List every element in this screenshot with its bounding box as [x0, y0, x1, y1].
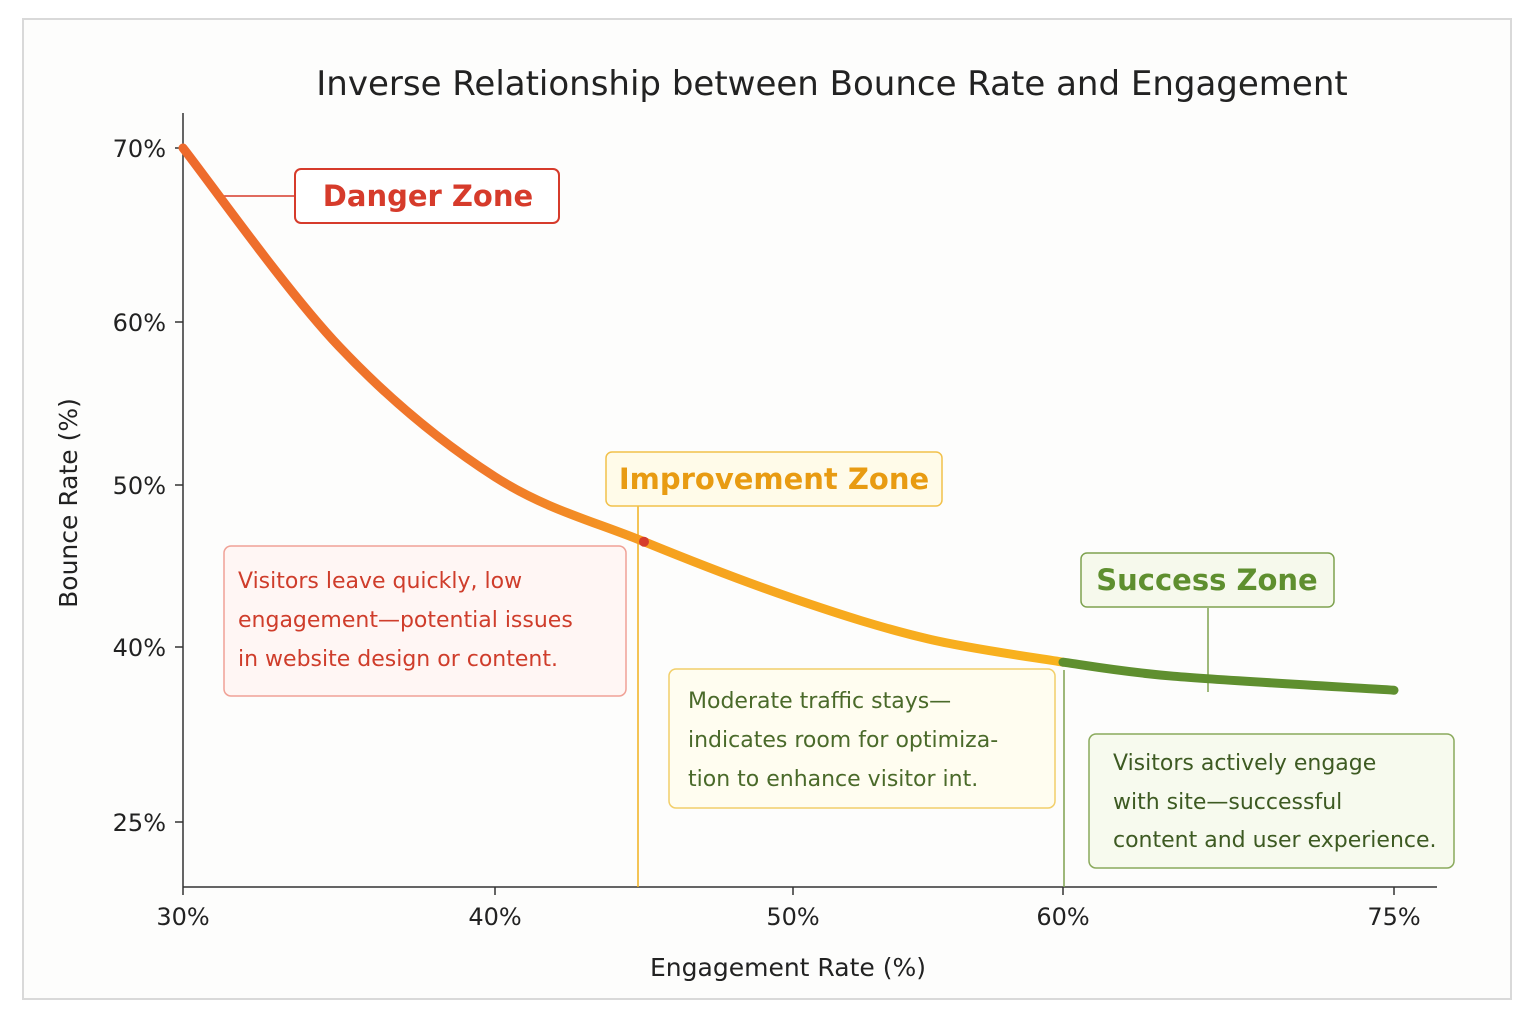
danger-note-line-2: engagement—potential issues: [238, 608, 573, 633]
x-tick-label: 75%: [1367, 903, 1420, 931]
success-zone-title: Success Zone: [1096, 563, 1317, 597]
danger-zone-title: Danger Zone: [323, 179, 533, 213]
x-tick-label: 40%: [468, 903, 521, 931]
improvement-zone-label: Improvement Zone: [605, 451, 943, 507]
x-ticks: 30% 40% 50% 60% 75%: [156, 887, 1421, 931]
y-tick-label: 70%: [113, 135, 166, 163]
y-tick-label: 50%: [113, 472, 166, 500]
series-line-danger-improvement: [178, 143, 1068, 667]
improvement-note-line-1: Moderate traffic stays—: [688, 689, 951, 714]
series-line-success: [1058, 657, 1399, 695]
x-tick-label: 30%: [156, 903, 209, 931]
success-note-line-2: with site—successful: [1113, 790, 1342, 815]
danger-zone-label: Danger Zone: [294, 168, 560, 224]
success-note-line-1: Visitors actively engage: [1113, 751, 1376, 776]
y-tick-label: 60%: [113, 309, 166, 337]
y-ticks: 25% 40% 50% 60% 70%: [113, 135, 183, 837]
danger-zone-note: Visitors leave quickly, low engagement—p…: [223, 545, 627, 697]
x-tick-label: 60%: [1036, 903, 1089, 931]
y-tick-label: 40%: [113, 634, 166, 662]
improvement-note-line-2: indicates room for optimiza-: [688, 728, 998, 753]
improvement-zone-title: Improvement Zone: [619, 462, 929, 496]
chart-title: Inverse Relationship between Bounce Rate…: [316, 64, 1347, 104]
success-note-line-3: content and user experience.: [1113, 828, 1437, 853]
x-axis-label: Engagement Rate (%): [650, 953, 926, 982]
danger-note-line-1: Visitors leave quickly, low: [238, 569, 522, 594]
success-zone-label: Success Zone: [1080, 552, 1335, 608]
y-tick-label: 25%: [113, 809, 166, 837]
success-zone-note: Visitors actively engage with site—succe…: [1088, 733, 1455, 869]
y-axis-label: Bounce Rate (%): [54, 398, 83, 608]
improvement-marker-point: [639, 536, 649, 547]
improvement-note-line-3: tion to enhance visitor int.: [688, 767, 978, 792]
improvement-zone-note: Moderate traffic stays— indicates room f…: [668, 668, 1056, 809]
x-tick-label: 50%: [766, 903, 819, 931]
danger-note-line-3: in website design or content.: [238, 647, 558, 672]
